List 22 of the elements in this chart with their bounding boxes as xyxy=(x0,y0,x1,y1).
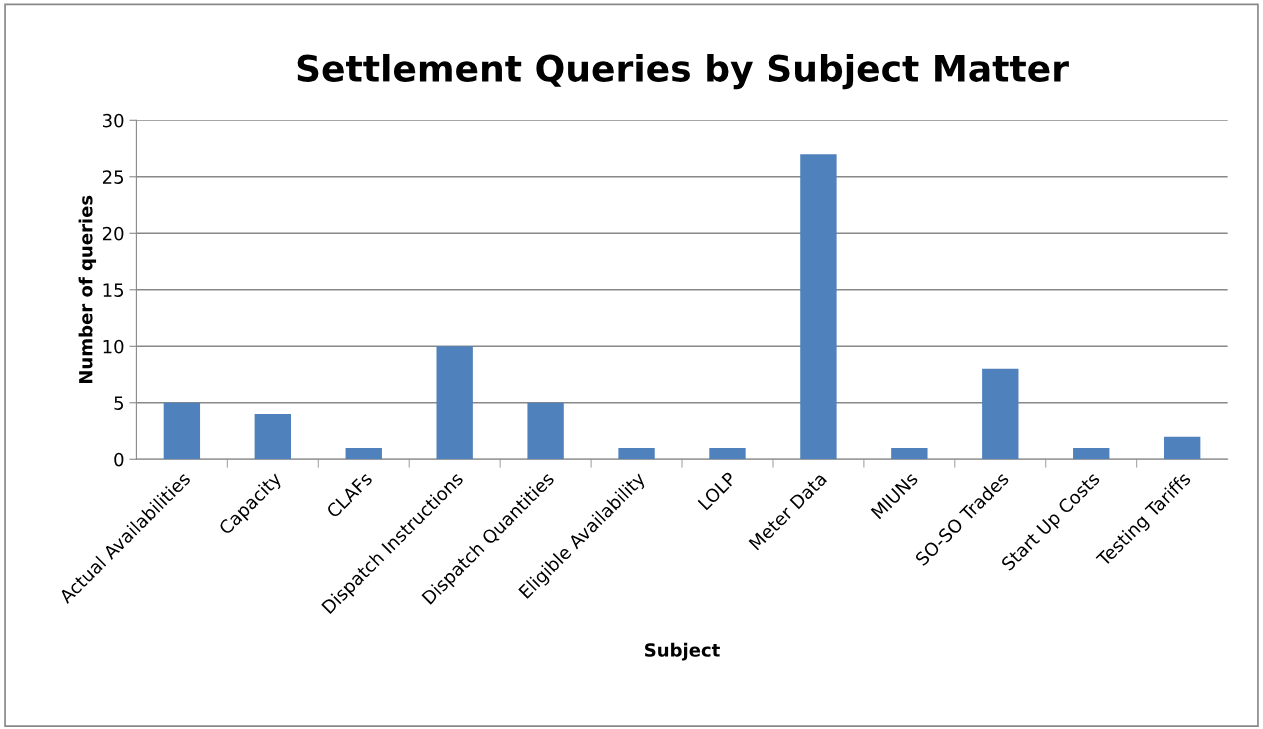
bar xyxy=(163,402,201,460)
bar xyxy=(891,447,928,460)
chart-title: Settlement Queries by Subject Matter xyxy=(297,53,1069,90)
bar xyxy=(1073,447,1110,460)
bar xyxy=(709,447,746,460)
bar xyxy=(345,447,382,460)
bar xyxy=(436,346,473,460)
y-tick-label: 10 xyxy=(103,339,124,354)
y-tick-label: 0 xyxy=(114,452,124,467)
bar xyxy=(254,414,291,460)
y-tick-label: 30 xyxy=(103,113,124,128)
y-tick-label: 20 xyxy=(102,226,124,241)
y-axis-title: Number of queries xyxy=(78,195,97,384)
bar xyxy=(618,447,655,460)
x-axis-title: Subject xyxy=(645,642,720,661)
bar xyxy=(800,154,837,460)
bar xyxy=(527,402,564,460)
y-tick-label: 15 xyxy=(103,283,124,297)
y-tick-label: 5 xyxy=(114,396,124,410)
bar xyxy=(1163,436,1201,460)
y-tick-label: 25 xyxy=(102,170,124,184)
bar xyxy=(982,368,1019,460)
